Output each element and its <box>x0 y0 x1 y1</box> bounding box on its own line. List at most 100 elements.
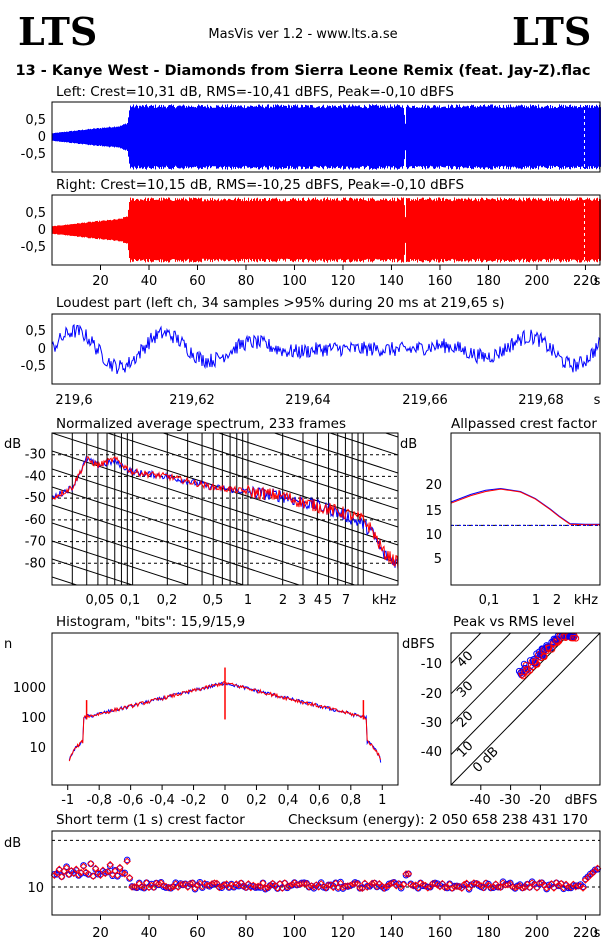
stc-x-tick-label: 80 <box>238 926 255 941</box>
stc-point-right <box>186 879 194 888</box>
allpassed-crest-plot <box>450 487 600 526</box>
pvr-title: Peak vs RMS level <box>453 614 575 630</box>
loudest-xtick-0: 219,6 <box>55 393 92 408</box>
spectrum-plot <box>51 455 399 570</box>
pvr-ytick-1: -20 <box>421 687 442 702</box>
stc-title: Short term (1 s) crest factor <box>56 812 245 828</box>
crest-frame <box>450 432 601 586</box>
stc-x-tick-label: 140 <box>379 926 404 941</box>
pvr-diagonal <box>451 633 482 664</box>
pvr-inner <box>451 633 600 785</box>
pvr-point-right <box>545 644 553 652</box>
left-waveform-plot <box>52 104 601 170</box>
stc-point-right <box>533 884 541 892</box>
stc-ytick-0: 10 <box>27 881 44 896</box>
stc-frame <box>51 830 601 916</box>
hist-x-tick-label: 0,8 <box>340 793 361 808</box>
pvr-xtick-1: -30 <box>499 793 520 808</box>
loudest-ytick-1: 0 <box>38 342 46 357</box>
crest-series-1 <box>450 488 600 526</box>
hist-x-tick-label: 0,2 <box>246 793 267 808</box>
x-tick-label: 220 <box>573 274 598 289</box>
stc-point-right <box>254 882 262 891</box>
stc-x-tick-label: 40 <box>141 926 158 941</box>
hist-x-tick-label: 0,4 <box>278 793 299 808</box>
logo-left: LTS <box>18 9 97 54</box>
spectrum-slope <box>52 486 357 585</box>
stc-point-right <box>441 883 449 892</box>
stc-point-right <box>579 884 587 892</box>
stc-point-right <box>288 880 296 889</box>
right-ytick-0: 0,5 <box>25 206 46 221</box>
x-tick-label: 40 <box>141 274 158 289</box>
hist-x-tick-label: -0,8 <box>86 793 111 808</box>
stc-x-tick-label: 100 <box>282 926 307 941</box>
stc-point-left <box>102 869 109 876</box>
stc-point-right <box>344 882 352 890</box>
x-tick-label: 160 <box>428 274 453 289</box>
stc-point-left <box>254 883 262 891</box>
crest-ytick-1: 15 <box>425 504 442 519</box>
stc-point-right <box>273 884 282 892</box>
spectrum-xtick-4: 1 <box>244 593 252 608</box>
stc-x-tick-label: 20 <box>92 926 109 941</box>
stc-x-tick-label: 120 <box>331 926 356 941</box>
stc-point-right <box>96 871 105 880</box>
spectrum-slope <box>52 450 398 564</box>
x-tick-label: 80 <box>238 274 255 289</box>
loudest-frame <box>51 313 601 385</box>
pvr-diag-label: 40 <box>454 649 476 671</box>
pvr-ytick-2: -30 <box>421 716 442 731</box>
stc-point-right <box>140 883 148 892</box>
stc-point-right <box>130 883 139 891</box>
pvr-diag-label: 10 <box>454 739 476 761</box>
pvr-diag-label: 30 <box>454 679 476 701</box>
histogram-plot <box>68 667 382 763</box>
stc-point-left <box>63 863 70 871</box>
pvr-point-left <box>520 660 528 668</box>
pvr-point-right <box>570 634 577 642</box>
pvr-point-left <box>568 633 575 641</box>
spectrum-slope <box>161 433 398 510</box>
stc-point-right <box>329 883 337 892</box>
crest-ytick-3: 5 <box>434 552 442 567</box>
spectrum-ytick: -60 <box>25 513 46 528</box>
spectrum-ytick: -80 <box>25 556 46 571</box>
histogram-ytick-1: 100 <box>21 711 46 726</box>
histogram-ytick-2: 10 <box>29 741 46 756</box>
x-tick-label: 180 <box>476 274 501 289</box>
stc-point-right <box>387 879 396 887</box>
stc-point-right <box>300 879 308 888</box>
stc-point-right <box>60 867 68 875</box>
stc-point-right <box>472 880 481 888</box>
stc-point-right <box>79 862 88 871</box>
stc-point-right <box>402 870 410 878</box>
spectrum-slope <box>52 468 398 582</box>
stc-point-right <box>404 870 413 878</box>
stc-x-tick-label: 180 <box>476 926 501 941</box>
spectrum-x-unit: kHz <box>372 593 396 608</box>
pvr-ylabel: dBFS <box>402 637 435 652</box>
stc-point-left <box>123 856 131 864</box>
spectrum-series-1 <box>51 455 399 570</box>
stc-point-left <box>424 883 432 891</box>
spectrum-ytick: -50 <box>25 491 46 506</box>
crest-series-0 <box>450 487 600 525</box>
stc-point-right <box>118 868 127 877</box>
x-tick-label: 20 <box>92 274 109 289</box>
stc-point-left <box>94 870 102 878</box>
stc-point-right <box>346 881 354 890</box>
stc-x-axis: 20 40 60 80 100 120 140 160 180 200 220 <box>92 915 598 941</box>
hist-x-tick-label: -0,6 <box>118 793 143 808</box>
stc-point-right <box>574 881 582 890</box>
histogram-x-axis: -1 -0,8 -0,6 -0,4 -0,2 0 0,2 0,4 0,6 0,8 1 <box>61 785 386 808</box>
version-label: MasVis ver 1.2 - www.lts.a.se <box>208 27 397 42</box>
stc-point-right <box>494 883 502 891</box>
spectrum-slope <box>52 522 246 585</box>
stc-point-right <box>218 882 226 891</box>
stc-point-right <box>525 883 534 892</box>
spectrum-slope <box>272 433 398 474</box>
spectrum-slope <box>52 540 190 585</box>
pvr-diagonal <box>451 633 542 725</box>
spectrum-xtick-6: 3 <box>298 593 306 608</box>
